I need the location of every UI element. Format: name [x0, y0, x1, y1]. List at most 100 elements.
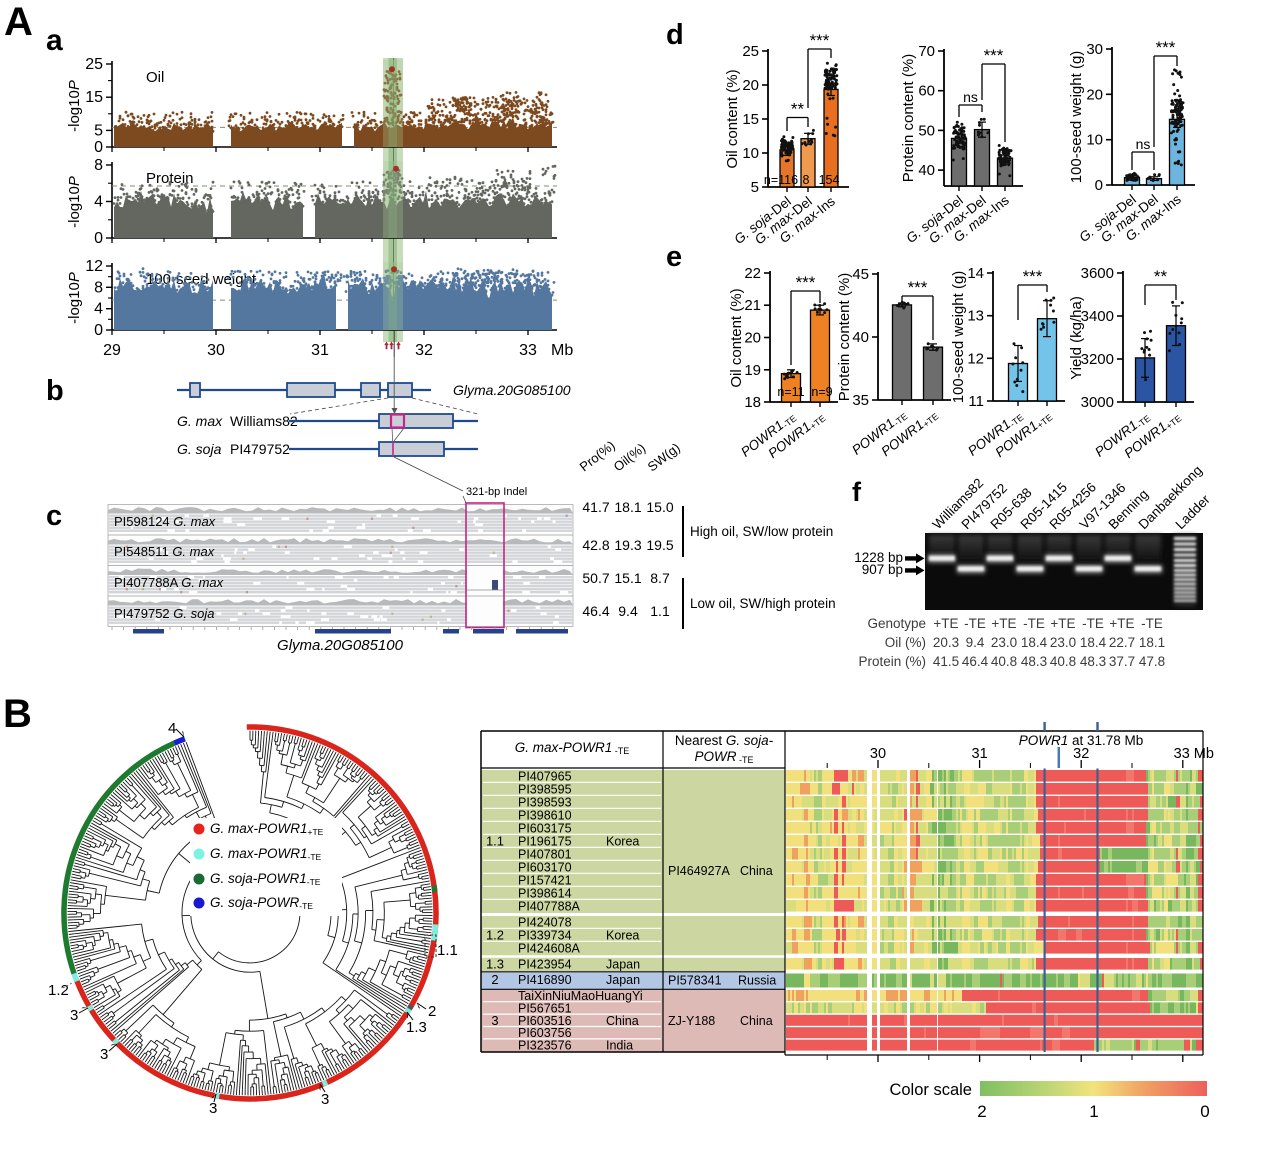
svg-text:China: China: [740, 864, 773, 878]
svg-text:High oil, SW/low protein: High oil, SW/low protein: [690, 524, 833, 539]
svg-text:18: 18: [744, 394, 761, 411]
svg-text:India: India: [606, 1039, 633, 1053]
svg-text:5: 5: [751, 179, 759, 196]
svg-text:1.1: 1.1: [486, 834, 504, 849]
svg-text:20: 20: [744, 330, 761, 347]
svg-text:e: e: [666, 241, 682, 273]
svg-text:ZJ-Y188: ZJ-Y188: [668, 1014, 715, 1028]
svg-text:PI548511 G. max: PI548511 G. max: [114, 544, 215, 559]
svg-text:Low oil, SW/high protein: Low oil, SW/high protein: [690, 596, 836, 611]
svg-text:Mb: Mb: [551, 342, 573, 359]
svg-text:PI464927A: PI464927A: [668, 864, 731, 878]
svg-text:G. max-POWR1+TE: G. max-POWR1+TE: [210, 821, 324, 837]
svg-text:8: 8: [94, 279, 103, 296]
svg-text:G. soja-POWR-TE: G. soja-POWR-TE: [210, 895, 313, 911]
svg-text:41.5: 41.5: [933, 654, 959, 669]
svg-text:a: a: [46, 24, 63, 57]
svg-text:***: ***: [1023, 267, 1043, 286]
svg-text:25: 25: [742, 43, 759, 60]
svg-text:3400: 3400: [1081, 308, 1114, 325]
svg-text:n=9: n=9: [811, 385, 832, 399]
svg-text:PI479752: PI479752: [230, 441, 290, 457]
svg-text:Protein content (%): Protein content (%): [900, 54, 917, 182]
svg-text:3000: 3000: [1081, 394, 1114, 411]
svg-text:20: 20: [742, 77, 759, 94]
svg-text:***: ***: [984, 46, 1004, 65]
svg-text:***: ***: [908, 278, 928, 297]
svg-text:+TE: +TE: [991, 616, 1016, 631]
svg-text:48.3: 48.3: [1021, 654, 1047, 669]
svg-text:G. soja: G. soja: [177, 441, 222, 457]
svg-text:-TE: -TE: [1023, 616, 1045, 631]
svg-text:50.7: 50.7: [582, 570, 609, 586]
svg-text:ns: ns: [1136, 136, 1151, 152]
svg-text:G. max-POWR1 -TE: G. max-POWR1 -TE: [515, 740, 630, 756]
svg-text:-log10P: -log10P: [66, 80, 83, 132]
svg-text:0: 0: [94, 139, 103, 156]
svg-text:China: China: [606, 1014, 639, 1028]
svg-text:21: 21: [744, 297, 761, 314]
svg-text:d: d: [666, 19, 684, 51]
svg-text:10: 10: [1086, 132, 1103, 149]
svg-text:PI598124 G. max: PI598124 G. max: [114, 514, 216, 529]
svg-text:Protein content (%): Protein content (%): [836, 273, 853, 401]
svg-text:PI398614: PI398614: [518, 887, 572, 901]
svg-text:Japan: Japan: [606, 958, 640, 972]
svg-text:5: 5: [94, 122, 103, 139]
svg-text:PI398593: PI398593: [518, 796, 572, 810]
svg-text:PI407788A: PI407788A: [518, 900, 581, 914]
svg-text:-log10P: -log10P: [66, 176, 83, 228]
svg-text:PI339734: PI339734: [518, 929, 572, 943]
svg-text:Oil (%): Oil (%): [885, 635, 926, 650]
svg-text:20: 20: [1086, 86, 1103, 103]
svg-text:18.4: 18.4: [1080, 635, 1107, 650]
svg-text:18.1: 18.1: [614, 499, 641, 515]
svg-text:19.5: 19.5: [646, 537, 673, 553]
svg-text:1.1: 1.1: [650, 603, 670, 619]
svg-text:Korea: Korea: [606, 929, 639, 943]
svg-text:Protein (%): Protein (%): [858, 654, 926, 669]
svg-text:3: 3: [70, 1007, 78, 1024]
svg-text:0: 0: [1095, 177, 1103, 194]
svg-text:G. max: G. max: [177, 413, 223, 429]
svg-text:PI416890: PI416890: [518, 973, 572, 987]
svg-text:A: A: [4, 0, 33, 44]
svg-text:b: b: [46, 375, 64, 407]
svg-text:***: ***: [1156, 38, 1176, 57]
svg-text:1.3: 1.3: [486, 957, 504, 972]
svg-text:-TE: -TE: [964, 616, 986, 631]
svg-text:12: 12: [967, 350, 984, 367]
svg-text:10: 10: [742, 145, 759, 162]
svg-text:18.1: 18.1: [1139, 635, 1165, 650]
svg-text:35: 35: [852, 392, 869, 409]
svg-text:18.4: 18.4: [1021, 635, 1048, 650]
svg-text:907 bp: 907 bp: [862, 562, 903, 577]
svg-text:-log10P: -log10P: [66, 272, 83, 324]
svg-text:PI603170: PI603170: [518, 861, 572, 875]
svg-text:37.7: 37.7: [1109, 654, 1135, 669]
svg-text:20.3: 20.3: [933, 635, 959, 650]
svg-text:8: 8: [94, 157, 103, 174]
svg-text:PI424608A: PI424608A: [518, 942, 581, 956]
svg-text:+TE: +TE: [933, 616, 958, 631]
svg-text:Glyma.20G085100: Glyma.20G085100: [277, 637, 404, 654]
svg-text:3600: 3600: [1081, 265, 1114, 282]
svg-text:4: 4: [94, 194, 103, 211]
svg-text:30: 30: [207, 342, 225, 359]
svg-text:n=11: n=11: [777, 385, 804, 399]
svg-text:321-bp Indel: 321-bp Indel: [466, 486, 527, 498]
svg-text:Williams82: Williams82: [230, 413, 298, 429]
svg-text:G. soja-POWR1-TE: G. soja-POWR1-TE: [210, 871, 321, 887]
svg-text:45: 45: [852, 266, 869, 283]
svg-text:Yield (kg/ha): Yield (kg/ha): [1068, 296, 1085, 380]
svg-text:-TE: -TE: [1141, 616, 1163, 631]
svg-text:41.7: 41.7: [582, 499, 609, 515]
svg-text:PI423954: PI423954: [518, 958, 572, 972]
svg-text:3200: 3200: [1081, 351, 1114, 368]
svg-text:4: 4: [168, 720, 176, 737]
svg-text:4: 4: [94, 301, 103, 318]
svg-text:31: 31: [311, 342, 329, 359]
svg-text:25: 25: [85, 56, 103, 73]
svg-text:15: 15: [742, 111, 759, 128]
svg-text:PI424078: PI424078: [518, 916, 572, 930]
